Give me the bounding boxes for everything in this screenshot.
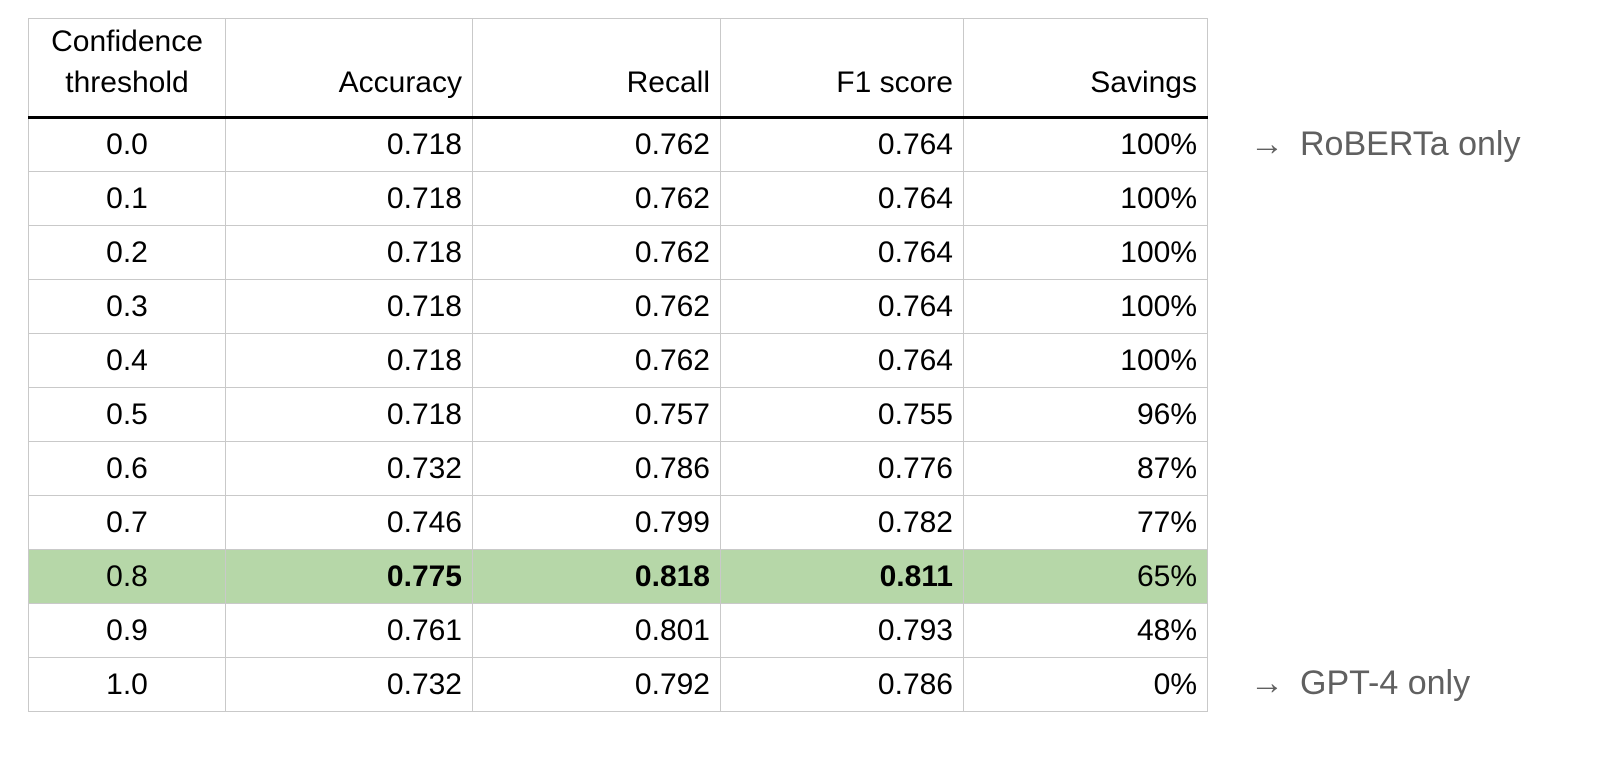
cell-confidence-threshold: 0.7 — [28, 495, 226, 550]
annotation-label: RoBERTa only — [1300, 125, 1521, 163]
cell-savings: 100% — [963, 117, 1208, 172]
table-row: 0.4 0.718 0.762 0.764 100% — [28, 333, 1208, 388]
cell-confidence-threshold: 0.9 — [28, 603, 226, 658]
cell-recall: 0.762 — [472, 225, 721, 280]
cell-recall: 0.762 — [472, 117, 721, 172]
cell-confidence-threshold: 0.0 — [28, 117, 226, 172]
cell-recall: 0.762 — [472, 279, 721, 334]
table-row: 0.3 0.718 0.762 0.764 100% — [28, 279, 1208, 334]
table-row: 0.0 0.718 0.762 0.764 100% — [28, 117, 1208, 172]
cell-f1-score: 0.811 — [720, 549, 964, 604]
col-header-confidence-threshold: Confidence threshold — [28, 18, 226, 119]
col-header-accuracy: Accuracy — [225, 18, 473, 119]
cell-f1-score: 0.764 — [720, 117, 964, 172]
cell-accuracy: 0.732 — [225, 441, 473, 496]
table-row: 0.1 0.718 0.762 0.764 100% — [28, 171, 1208, 226]
cell-recall: 0.799 — [472, 495, 721, 550]
cell-accuracy: 0.718 — [225, 387, 473, 442]
col-header-recall: Recall — [472, 18, 721, 119]
cell-f1-score: 0.782 — [720, 495, 964, 550]
col-header-savings: Savings — [963, 18, 1208, 119]
cell-confidence-threshold: 0.1 — [28, 171, 226, 226]
cell-savings: 0% — [963, 657, 1208, 712]
table-row: 0.7 0.746 0.799 0.782 77% — [28, 495, 1208, 550]
cell-confidence-threshold: 0.4 — [28, 333, 226, 388]
table-row: 0.9 0.761 0.801 0.793 48% — [28, 603, 1208, 658]
cell-accuracy: 0.718 — [225, 225, 473, 280]
cell-f1-score: 0.793 — [720, 603, 964, 658]
cell-recall: 0.792 — [472, 657, 721, 712]
table-row: 0.5 0.718 0.757 0.755 96% — [28, 387, 1208, 442]
annotation-gpt4-only: → GPT-4 only — [1250, 663, 1470, 703]
metrics-table: Confidence threshold Accuracy Recall F1 … — [28, 18, 1208, 712]
annotation-label: GPT-4 only — [1300, 664, 1471, 702]
cell-savings: 100% — [963, 333, 1208, 388]
cell-accuracy: 0.718 — [225, 333, 473, 388]
right-arrow-icon: → — [1250, 125, 1284, 163]
cell-savings: 96% — [963, 387, 1208, 442]
cell-savings: 100% — [963, 225, 1208, 280]
cell-f1-score: 0.764 — [720, 171, 964, 226]
cell-accuracy: 0.732 — [225, 657, 473, 712]
annotation-roberta-only: → RoBERTa only — [1250, 124, 1521, 164]
cell-f1-score: 0.764 — [720, 225, 964, 280]
cell-recall: 0.762 — [472, 171, 721, 226]
cell-savings: 100% — [963, 171, 1208, 226]
cell-savings: 48% — [963, 603, 1208, 658]
cell-confidence-threshold: 0.6 — [28, 441, 226, 496]
table-row: 0.8 0.775 0.818 0.811 65% — [28, 549, 1208, 604]
cell-accuracy: 0.718 — [225, 279, 473, 334]
cell-accuracy: 0.746 — [225, 495, 473, 550]
cell-accuracy: 0.761 — [225, 603, 473, 658]
cell-recall: 0.757 — [472, 387, 721, 442]
cell-f1-score: 0.764 — [720, 333, 964, 388]
cell-recall: 0.818 — [472, 549, 721, 604]
cell-savings: 65% — [963, 549, 1208, 604]
cell-f1-score: 0.764 — [720, 279, 964, 334]
header-row: Confidence threshold Accuracy Recall F1 … — [28, 18, 1208, 119]
cell-savings: 77% — [963, 495, 1208, 550]
cell-savings: 100% — [963, 279, 1208, 334]
cell-f1-score: 0.755 — [720, 387, 964, 442]
col-header-f1-score: F1 score — [720, 18, 964, 119]
cell-recall: 0.762 — [472, 333, 721, 388]
cell-recall: 0.801 — [472, 603, 721, 658]
cell-accuracy: 0.718 — [225, 171, 473, 226]
right-arrow-icon: → — [1250, 664, 1284, 702]
cell-accuracy: 0.775 — [225, 549, 473, 604]
cell-confidence-threshold: 0.3 — [28, 279, 226, 334]
cell-confidence-threshold: 1.0 — [28, 657, 226, 712]
table-row: 0.2 0.718 0.762 0.764 100% — [28, 225, 1208, 280]
cell-confidence-threshold: 0.2 — [28, 225, 226, 280]
cell-confidence-threshold: 0.5 — [28, 387, 226, 442]
cell-accuracy: 0.718 — [225, 117, 473, 172]
cell-recall: 0.786 — [472, 441, 721, 496]
cell-savings: 87% — [963, 441, 1208, 496]
table-row: 0.6 0.732 0.786 0.776 87% — [28, 441, 1208, 496]
cell-confidence-threshold: 0.8 — [28, 549, 226, 604]
cell-f1-score: 0.776 — [720, 441, 964, 496]
table-row: 1.0 0.732 0.792 0.786 0% — [28, 657, 1208, 712]
cell-f1-score: 0.786 — [720, 657, 964, 712]
